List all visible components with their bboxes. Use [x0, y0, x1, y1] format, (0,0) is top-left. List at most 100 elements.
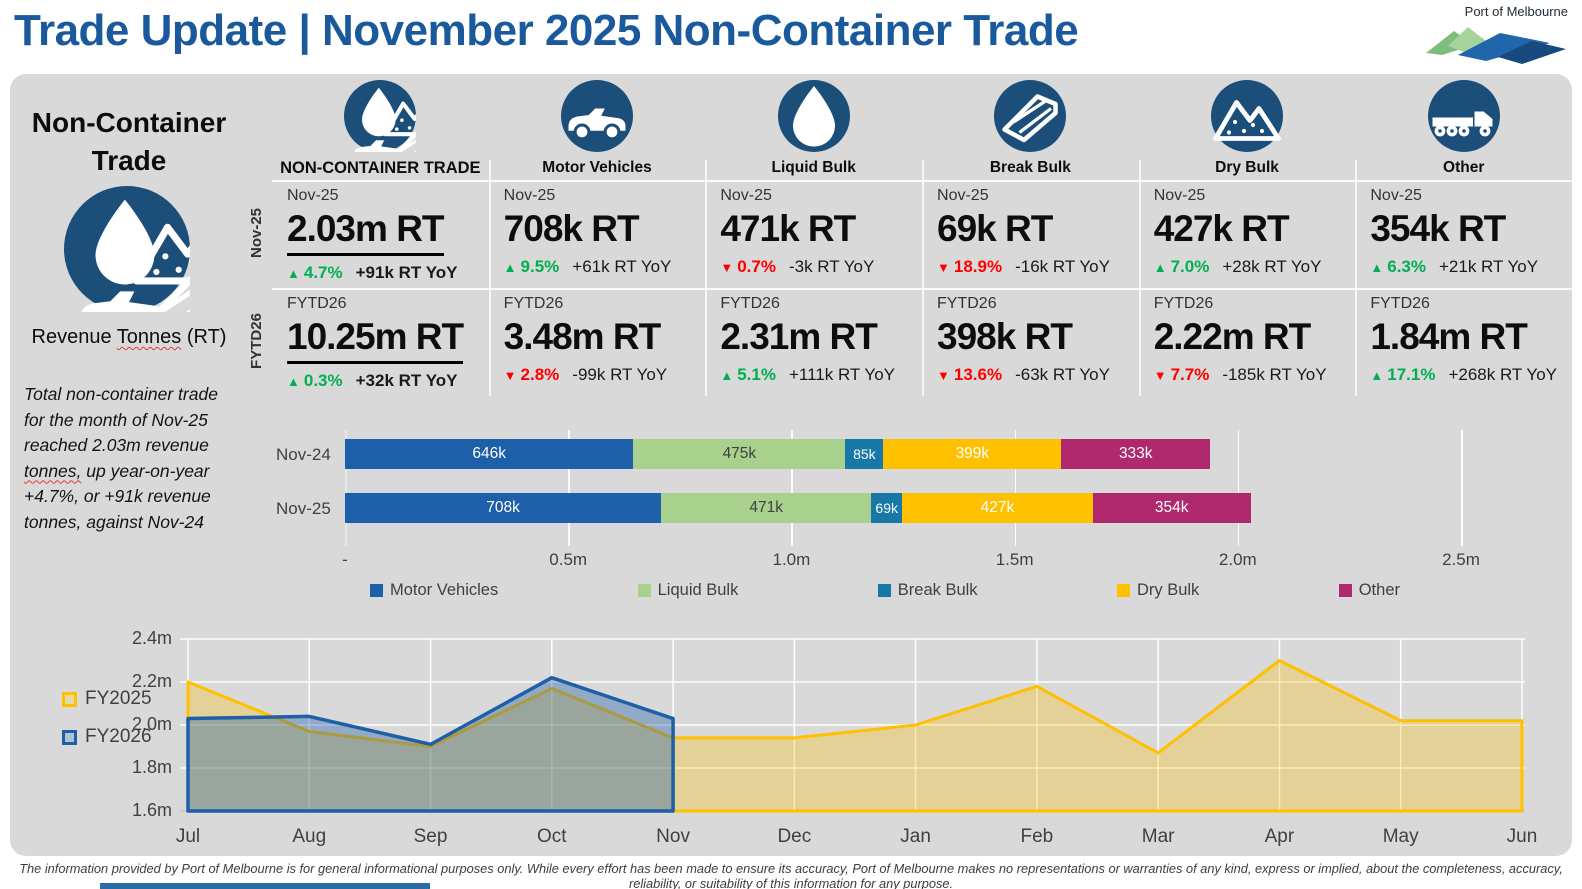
line-x-tick: Nov [656, 826, 690, 847]
line-x-tick: May [1382, 826, 1419, 847]
legend-item-fy2025: FY2025 [62, 688, 152, 710]
logo-mark-icon [1426, 27, 1566, 64]
yoy-change: -3k RT YoY [788, 257, 875, 276]
stat-value: 10.25m RT [287, 316, 464, 364]
line-y-tick: 2.4m [131, 628, 172, 648]
noncontainer-icon [344, 80, 417, 152]
fytd-stat-cell: FYTD26 2.22m RT ▼ 7.7% -185k RT YoY [1138, 288, 1356, 396]
period-label: FYTD26 [1153, 295, 1214, 312]
legend-item: Motor Vehicles [370, 581, 498, 600]
pct-change: 17.1% [1387, 365, 1436, 384]
bar-segment: 399k [883, 439, 1062, 469]
fytd-stat-cell: FYTD26 398k RT ▼ 13.6% -63k RT YoY [922, 288, 1139, 396]
summary-text: Total non-container trade for the month … [24, 384, 218, 532]
trend-arrow-icon: ▼ [720, 260, 734, 275]
bar-x-tick: 0.5m [549, 550, 588, 569]
monthly-stat-cell: Nov-25 427k RT ▲ 7.0% +28k RT YoY [1138, 180, 1356, 288]
droplet-icon [777, 80, 850, 152]
stat-value: 1.84m RT [1370, 316, 1528, 357]
legend-item: Break Bulk [877, 581, 978, 600]
bar-x-tick: 1.5m [995, 550, 1034, 569]
line-x-tick: Apr [1264, 826, 1295, 847]
category-grid: NON-CONTAINER TRADE Nov-25 2.03m RT ▲ 4.7… [272, 80, 1573, 396]
disclaimer-text: The information provided by Port of Melb… [19, 861, 1563, 889]
stat-value: 398k RT [937, 316, 1073, 357]
yoy-change: -185k RT YoY [1222, 365, 1327, 384]
yoy-change: +28k RT YoY [1222, 257, 1322, 276]
fytd-stat-cell: FYTD26 1.84m RT ▲ 17.1% +268k RT YoY [1355, 288, 1573, 396]
legend-item: Dry Bulk [1116, 581, 1199, 600]
pct-change: 7.7% [1170, 365, 1210, 384]
page-title: Trade Update | November 2025 Non-Contain… [14, 6, 1079, 55]
bar-segment: 354k [1092, 493, 1251, 523]
trend-arrow-icon: ▲ [1153, 260, 1167, 275]
bar-row-label: Nov-25 [276, 499, 331, 518]
line-y-tick: 2.0m [131, 714, 172, 734]
area-series-fy2026 [186, 675, 675, 813]
bar-x-tick: - [342, 550, 348, 569]
trend-arrow-icon: ▲ [720, 368, 734, 383]
yoy-change: -99k RT YoY [572, 365, 668, 384]
yoy-change: +268k RT YoY [1448, 365, 1557, 384]
stat-value: 69k RT [937, 208, 1053, 249]
yoy-change: +91k RT YoY [355, 263, 458, 282]
category-column: Liquid Bulk Nov-25 471k RT ▼ 0.7% -3k RT Y… [705, 80, 923, 396]
pct-change: 2.8% [520, 365, 560, 384]
yoy-change: +111k RT YoY [788, 365, 895, 384]
line-y-tick: 2.2m [131, 671, 172, 691]
pct-change: 0.7% [737, 257, 776, 276]
port-of-melbourne-logo: Port of Melbourne [1422, 4, 1572, 70]
trend-arrow-icon: ▼ [503, 368, 517, 383]
category-label: Break Bulk [989, 159, 1071, 176]
trend-arrow-icon: ▲ [503, 260, 517, 275]
truck-icon [1427, 80, 1500, 152]
category-label: NON-CONTAINER TRADE [280, 159, 481, 177]
pct-change: 0.3% [303, 371, 343, 390]
line-x-tick: Sep [413, 826, 448, 847]
fytd-stat-cell: FYTD26 2.31m RT ▲ 5.1% +111k RT YoY [705, 288, 923, 396]
period-label: FYTD26 [1370, 295, 1430, 312]
monthly-stat-cell: Nov-25 471k RT ▼ 0.7% -3k RT YoY [705, 180, 923, 288]
category-column: Motor Vehicles Nov-25 708k RT ▲ 9.5% +61k … [488, 80, 706, 396]
yoy-change: +32k RT YoY [355, 371, 458, 390]
pct-change: 4.7% [303, 263, 343, 282]
monthly-stat-cell: Nov-25 708k RT ▲ 9.5% +61k RT YoY [488, 180, 706, 288]
category-label: Liquid Bulk [771, 159, 856, 176]
line-x-tick: Oct [537, 826, 567, 847]
category-label: Motor Vehicles [542, 159, 652, 176]
yoy-change: +21k RT YoY [1438, 257, 1539, 276]
stacked-bar-gridlines [345, 430, 1463, 546]
bar-segment: 69k [871, 493, 903, 523]
bar-segment: 85k [845, 439, 884, 469]
fytd-stat-cell: FYTD26 10.25m RT ▲ 0.3% +32k RT YoY [272, 288, 489, 396]
bar-x-tick: 2.0m [1218, 550, 1257, 569]
trend-arrow-icon: ▲ [1370, 368, 1384, 383]
yoy-change: +61k RT YoY [572, 257, 672, 276]
period-label: Nov-25 [1153, 187, 1206, 204]
pct-change: 18.9% [953, 257, 1003, 276]
stat-value: 3.48m RT [503, 316, 662, 357]
monthly-stat-cell: Nov-25 2.03m RT ▲ 4.7% +91k RT YoY [272, 180, 489, 288]
non-container-trade-icon [64, 186, 190, 312]
bar-segment: 475k [633, 439, 846, 469]
bar-x-tick: 2.5m [1442, 550, 1480, 569]
line-x-tick: Feb [1020, 826, 1054, 847]
line-x-tick: Jul [175, 826, 201, 847]
legend-item: Liquid Bulk [637, 581, 738, 600]
category-label: Dry Bulk [1215, 159, 1279, 176]
period-label: Nov-25 [1370, 187, 1422, 204]
category-column: Dry Bulk Nov-25 427k RT ▲ 7.0% +28k RT YoY… [1138, 80, 1356, 396]
period-label: Nov-25 [503, 187, 556, 204]
stat-value: 2.31m RT [720, 316, 878, 357]
line-x-tick: Aug [292, 826, 327, 847]
mountains-icon [1211, 80, 1284, 152]
fytd-stat-cell: FYTD26 3.48m RT ▼ 2.8% -99k RT YoY [488, 288, 706, 396]
category-column: Other Nov-25 354k RT ▲ 6.3% +21k RT YoY FY… [1355, 80, 1573, 396]
line-x-tick: Jun [1506, 826, 1538, 847]
bar-segment: 471k [661, 493, 872, 523]
bar-segment: 646k [345, 439, 634, 469]
trend-arrow-icon: ▼ [937, 260, 950, 275]
beam-icon [994, 80, 1067, 152]
stat-value: 471k RT [720, 208, 856, 249]
trend-arrow-icon: ▲ [1370, 260, 1384, 275]
